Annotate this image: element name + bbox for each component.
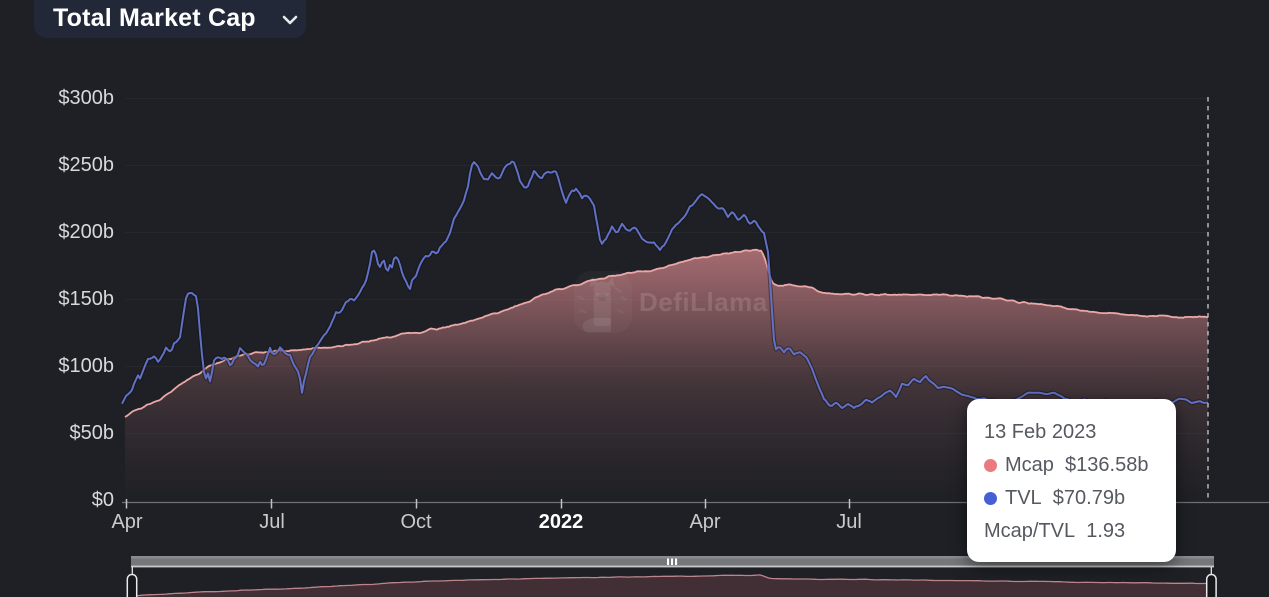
svg-text:DefiLlama: DefiLlama [639,287,768,317]
